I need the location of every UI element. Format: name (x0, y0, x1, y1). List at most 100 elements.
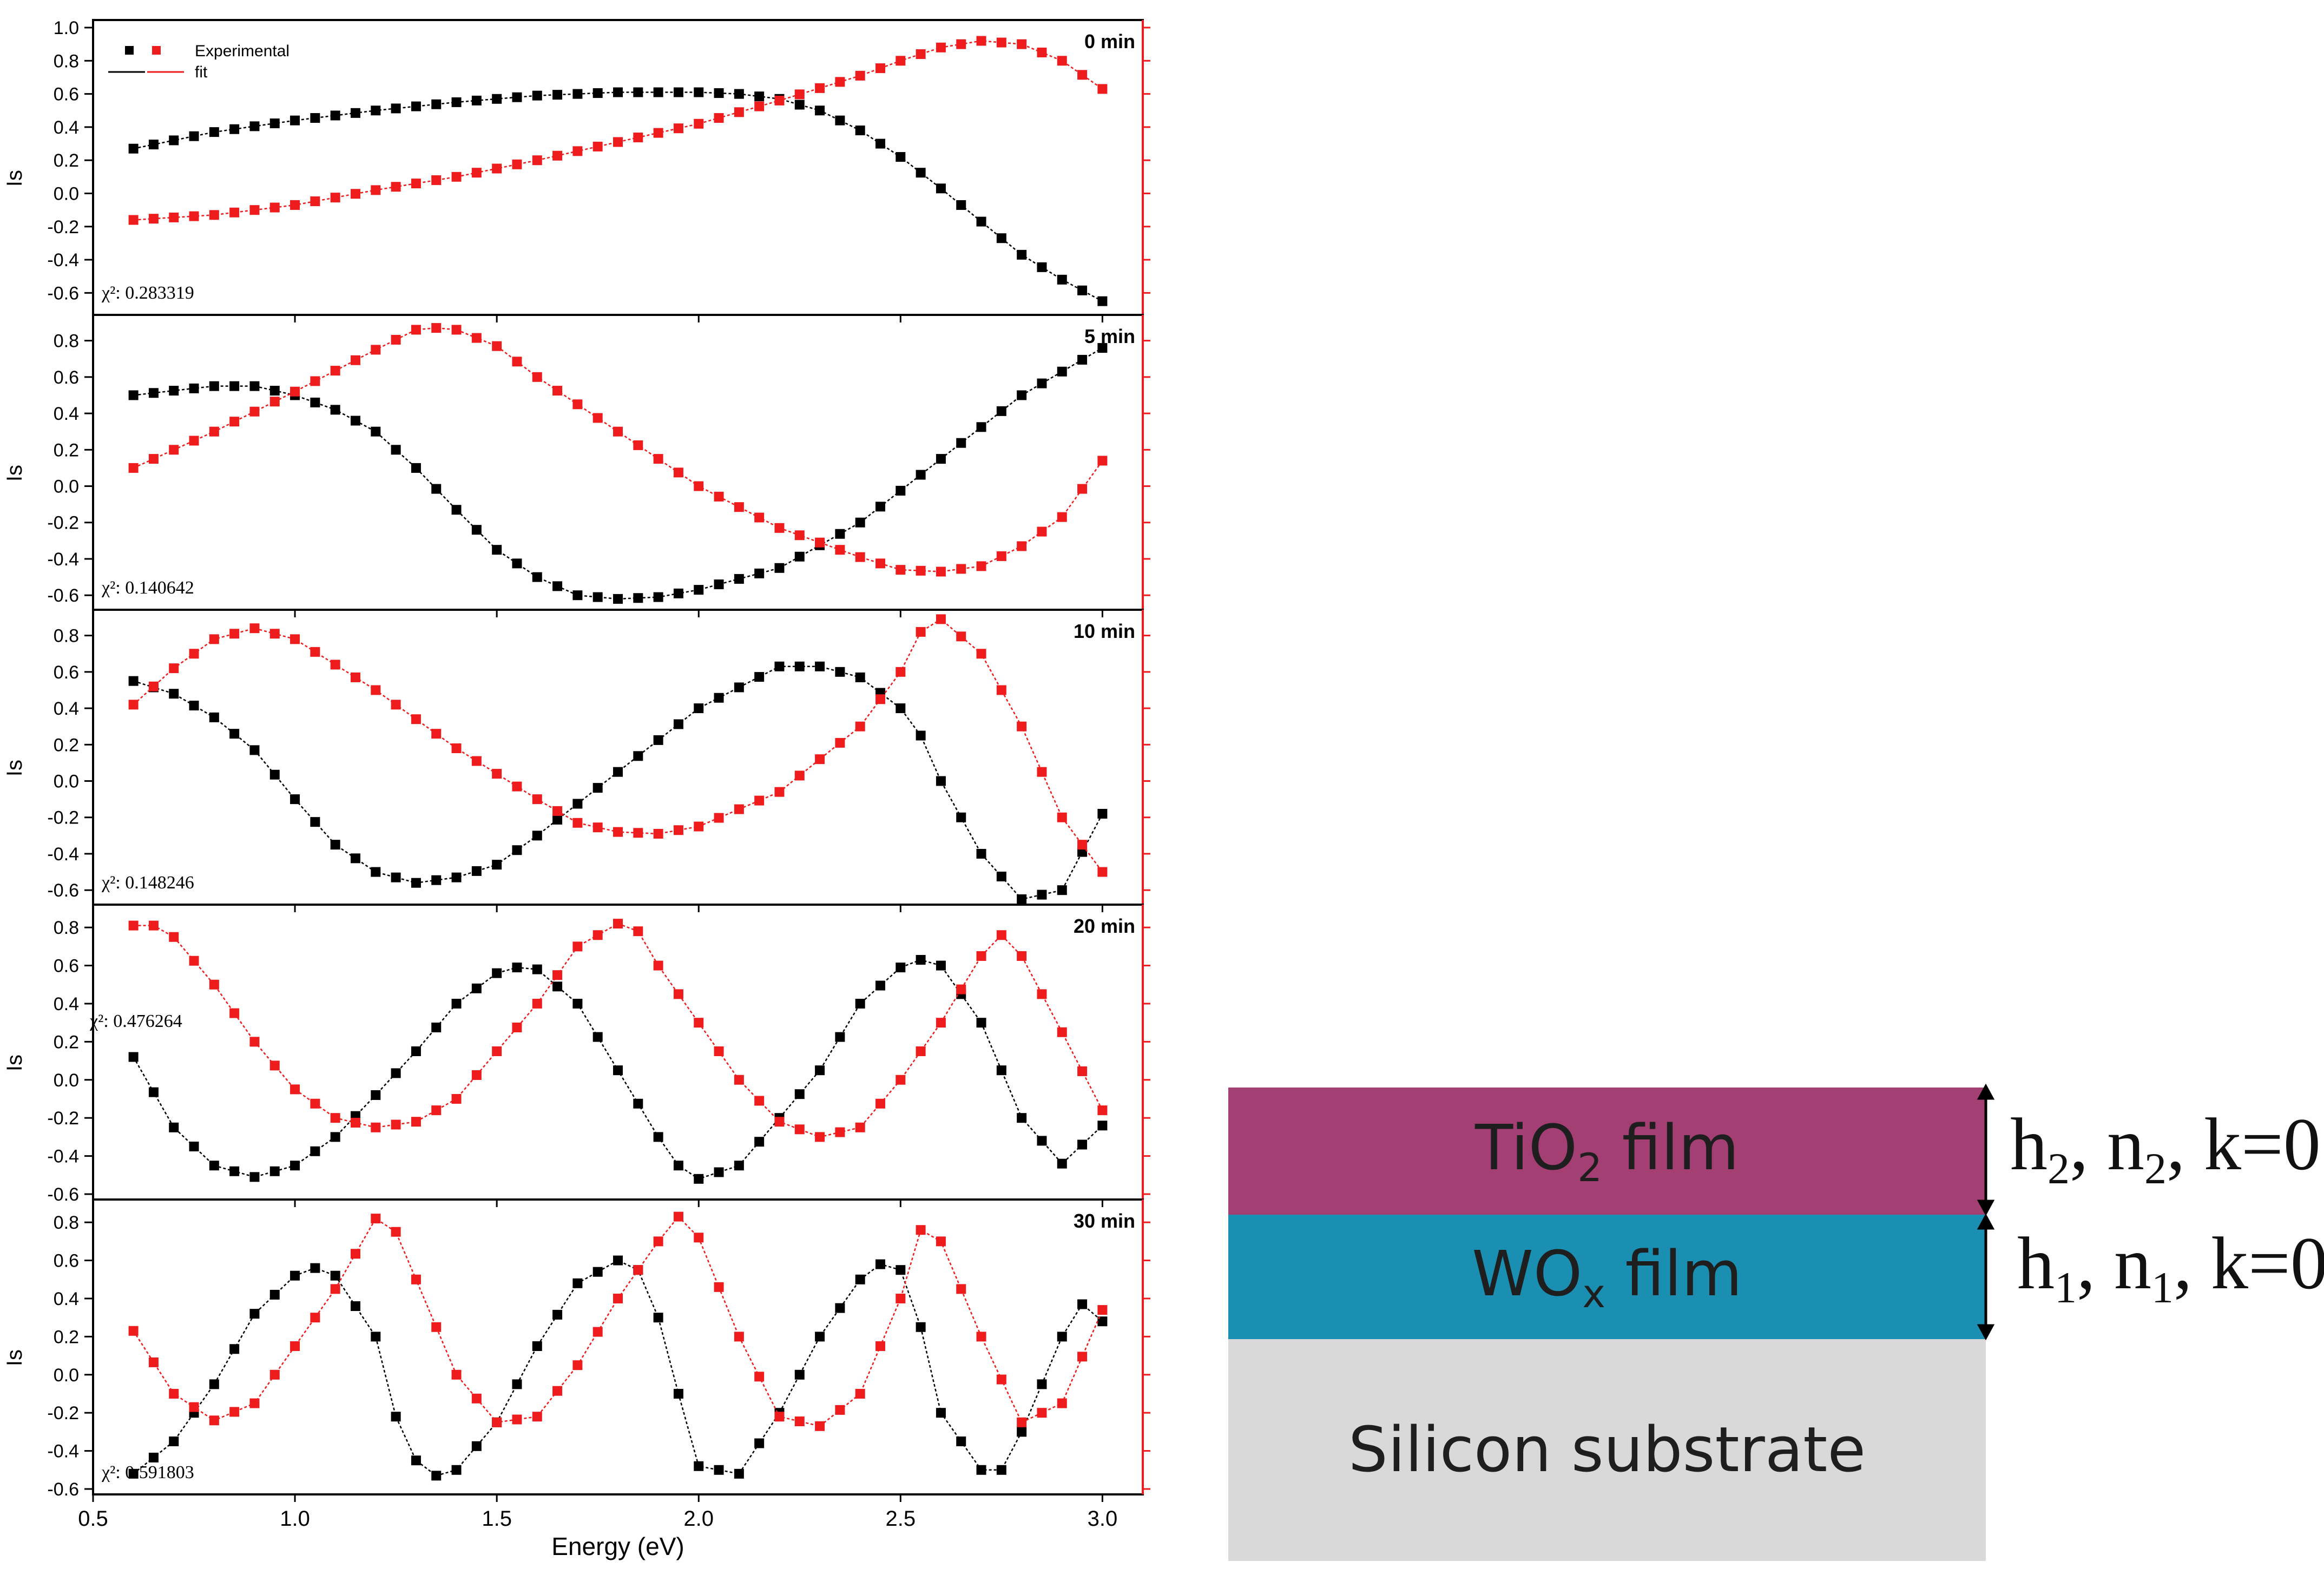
is-data-point (1097, 343, 1108, 353)
ic-data-point (815, 754, 825, 765)
is-data-point (572, 799, 583, 809)
ic-data-point (269, 629, 280, 639)
is-data-point (794, 551, 805, 562)
is-fit-line (133, 347, 1103, 600)
is-data-point (431, 484, 442, 494)
ic-data-point (169, 663, 179, 674)
y-tick-label: 1.0 (54, 18, 79, 38)
is-data-point (532, 831, 542, 841)
ic-data-point (835, 1127, 845, 1137)
ic-data-point (1097, 867, 1108, 877)
ic-data-point (209, 426, 219, 437)
is-data-point (592, 88, 603, 98)
is-data-point (552, 981, 563, 992)
ic-data-point (492, 1417, 502, 1427)
is-data-point (269, 1289, 280, 1300)
panel-3: -0.6 -0.4 -0.2 0.0 0.2 0.4 0.6 0.8 Is Ic 20 min χ²:… (3, 904, 1158, 1207)
ic-data-point (976, 951, 986, 961)
ic-data-point (916, 627, 926, 637)
is-data-point (1017, 390, 1027, 400)
is-data-point (532, 1341, 542, 1351)
ic-data-point (148, 920, 159, 931)
is-data-point (249, 1172, 260, 1182)
is-data-point (209, 1379, 219, 1389)
is-data-point (269, 1166, 280, 1176)
x-tick-label: 2.5 (886, 1507, 916, 1531)
legend: Experimental fit (108, 42, 289, 81)
wox-film-layer: WOx film (1228, 1215, 1986, 1339)
is-data-point (896, 963, 906, 973)
is-data-point (310, 113, 320, 123)
ic-data-point (754, 1096, 765, 1106)
ic-data-point (169, 445, 179, 455)
ic-data-point (351, 672, 360, 682)
ic-data-point (431, 729, 442, 739)
ic-data-point (148, 681, 159, 691)
ic-data-point (310, 196, 320, 207)
ic-data-point (976, 561, 986, 571)
ic-data-point (774, 95, 785, 106)
x-tick-label: 1.0 (280, 1507, 310, 1531)
ic-data-point (552, 386, 563, 396)
is-data-point (774, 661, 785, 671)
ylabel-ic: Ic (1155, 760, 1158, 776)
is-data-point (996, 233, 1006, 243)
ic-data-point (290, 200, 300, 210)
is-data-point (673, 719, 683, 729)
ic-data-point (492, 163, 502, 174)
is-data-point (653, 735, 663, 745)
ic-data-point (956, 564, 966, 574)
is-data-point (169, 1436, 179, 1446)
ylabel-ic: Ic (1155, 1055, 1158, 1071)
ic-data-point (351, 355, 360, 365)
ic-data-point (532, 1412, 542, 1422)
ic-data-point (855, 721, 865, 732)
y-tick-label: 0.2 (54, 150, 79, 171)
ic-data-point (552, 1386, 563, 1396)
panel-4: -0.6 -0.4 -0.2 0.0 0.2 0.4 0.6 0.8 Is Ic 30 min χ²:… (3, 1198, 1158, 1502)
is-data-point (330, 1132, 340, 1142)
is-data-point (391, 1068, 401, 1078)
is-data-point (371, 426, 381, 437)
ylabel-ic: Ic (1155, 170, 1158, 187)
is-data-point (532, 572, 542, 582)
ic-data-point (532, 998, 542, 1009)
ic-data-point (169, 212, 179, 222)
y-tick-label: 0.4 (54, 117, 79, 138)
ic-data-point (1057, 512, 1067, 522)
ic-data-point (189, 1402, 199, 1412)
ic-data-point (1077, 840, 1088, 850)
y-tick-label: -0.6 (47, 585, 79, 606)
ic-data-point (673, 123, 683, 134)
ic-data-point (694, 821, 704, 832)
is-data-point (1037, 1379, 1047, 1389)
is-data-point (532, 90, 542, 101)
y-tick-label: -0.2 (47, 1403, 79, 1424)
y-tick-label: 0.4 (54, 404, 79, 424)
ic-data-point (774, 1412, 785, 1422)
ic-data-point (229, 207, 240, 218)
ic-data-point (330, 1113, 340, 1123)
is-data-point (613, 594, 623, 604)
is-data-point (1057, 1332, 1067, 1342)
ic-data-point (794, 1416, 805, 1427)
is-data-point (835, 667, 845, 677)
ic-data-point (613, 426, 623, 437)
is-data-point (169, 135, 179, 146)
ic-data-point (1077, 70, 1088, 80)
is-data-point (128, 676, 139, 686)
is-data-point (996, 1065, 1006, 1076)
y-tick-label: -0.4 (47, 549, 79, 570)
ic-data-point (1057, 1398, 1067, 1408)
is-data-point (128, 143, 139, 154)
is-data-point (673, 87, 683, 97)
ic-data-point (1037, 526, 1047, 537)
is-data-point (371, 1332, 381, 1342)
is-data-point (1037, 1136, 1047, 1146)
ic-data-point (734, 1075, 744, 1085)
ic-data-point (290, 634, 300, 644)
ic-data-point (512, 357, 522, 367)
ylabel-ic: Ic (1155, 1349, 1158, 1366)
is-data-point (411, 878, 421, 888)
is-data-point (290, 1270, 300, 1281)
